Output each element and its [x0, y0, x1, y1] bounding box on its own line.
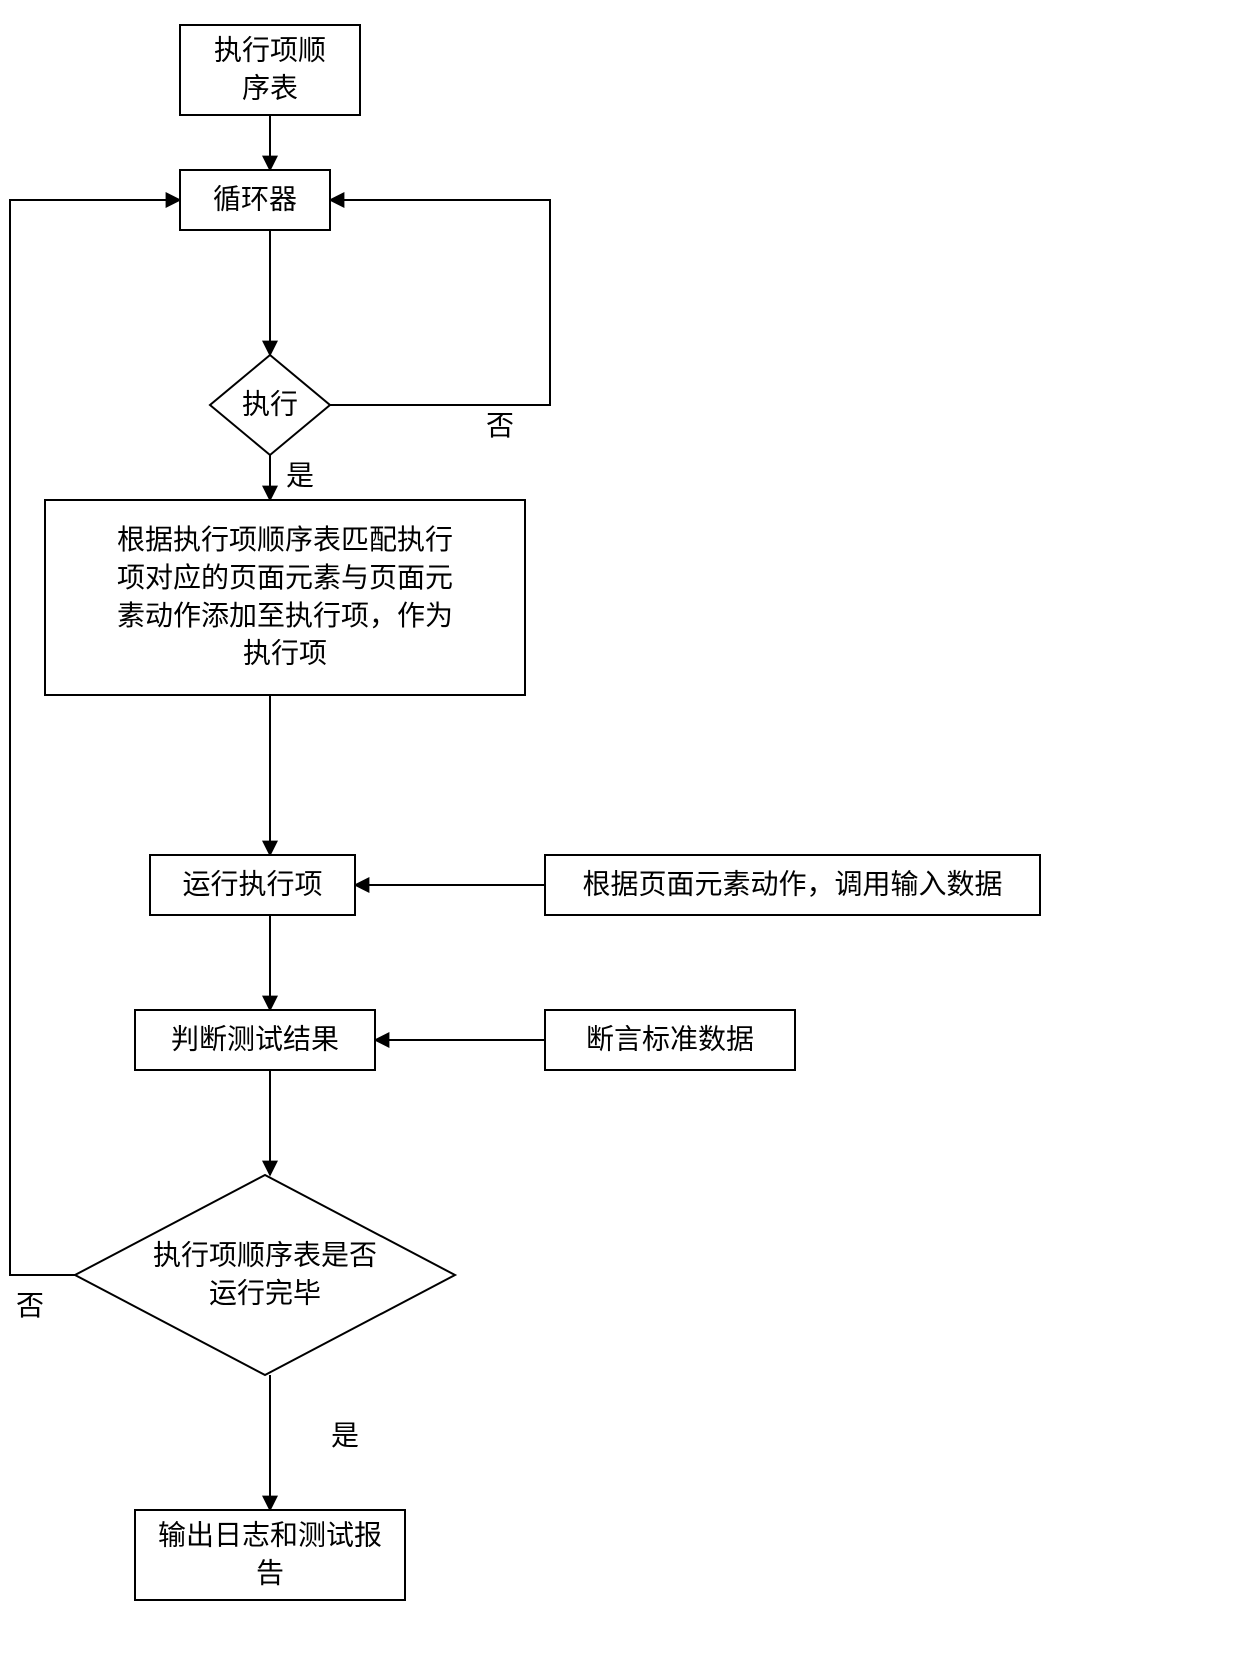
flowchart-diagram: 是否否是执行项顺序表循环器执行根据执行项顺序表匹配执行项对应的页面元素与页面元素…: [0, 0, 1240, 1672]
edge-label: 否: [486, 411, 514, 442]
flowchart-node: 输出日志和测试报告: [135, 1510, 405, 1600]
node-label: 运行执行项: [182, 868, 322, 900]
edge: [10, 200, 180, 1275]
flowchart-node: 执行项顺序表: [180, 25, 360, 115]
flowchart-node: 判断测试结果: [135, 1010, 375, 1070]
edge-label: 是: [286, 461, 314, 492]
edge: [330, 200, 550, 405]
flowchart-node: 断言标准数据: [545, 1010, 795, 1070]
node-label: 素动作添加至执行项，作为: [117, 600, 453, 632]
edge-label: 是: [331, 1421, 359, 1452]
flowchart-node: 循环器: [180, 170, 330, 230]
node-label: 执行: [242, 388, 298, 420]
node-label: 执行项: [243, 638, 327, 670]
node-label: 根据页面元素动作，调用输入数据: [582, 868, 1002, 900]
node-label: 断言标准数据: [586, 1023, 754, 1055]
flowchart-node: 执行: [210, 355, 330, 455]
node-label: 判断测试结果: [171, 1023, 339, 1055]
flowchart-node: 根据执行项顺序表匹配执行项对应的页面元素与页面元素动作添加至执行项，作为执行项: [45, 500, 525, 695]
node-label: 运行完毕: [209, 1277, 321, 1309]
node-label: 根据执行项顺序表匹配执行: [117, 524, 453, 556]
node-label: 告: [256, 1557, 284, 1589]
node-label: 执行项顺序表是否: [153, 1240, 377, 1272]
node-label: 项对应的页面元素与页面元: [117, 562, 453, 594]
node-label: 序表: [242, 72, 298, 104]
node-label: 循环器: [213, 183, 297, 215]
flowchart-node: 根据页面元素动作，调用输入数据: [545, 855, 1040, 915]
node-label: 执行项顺: [214, 35, 326, 67]
flowchart-node: 执行项顺序表是否运行完毕: [75, 1175, 455, 1375]
flowchart-node: 运行执行项: [150, 855, 355, 915]
edge-label: 否: [16, 1291, 44, 1322]
node-label: 输出日志和测试报: [158, 1520, 382, 1552]
